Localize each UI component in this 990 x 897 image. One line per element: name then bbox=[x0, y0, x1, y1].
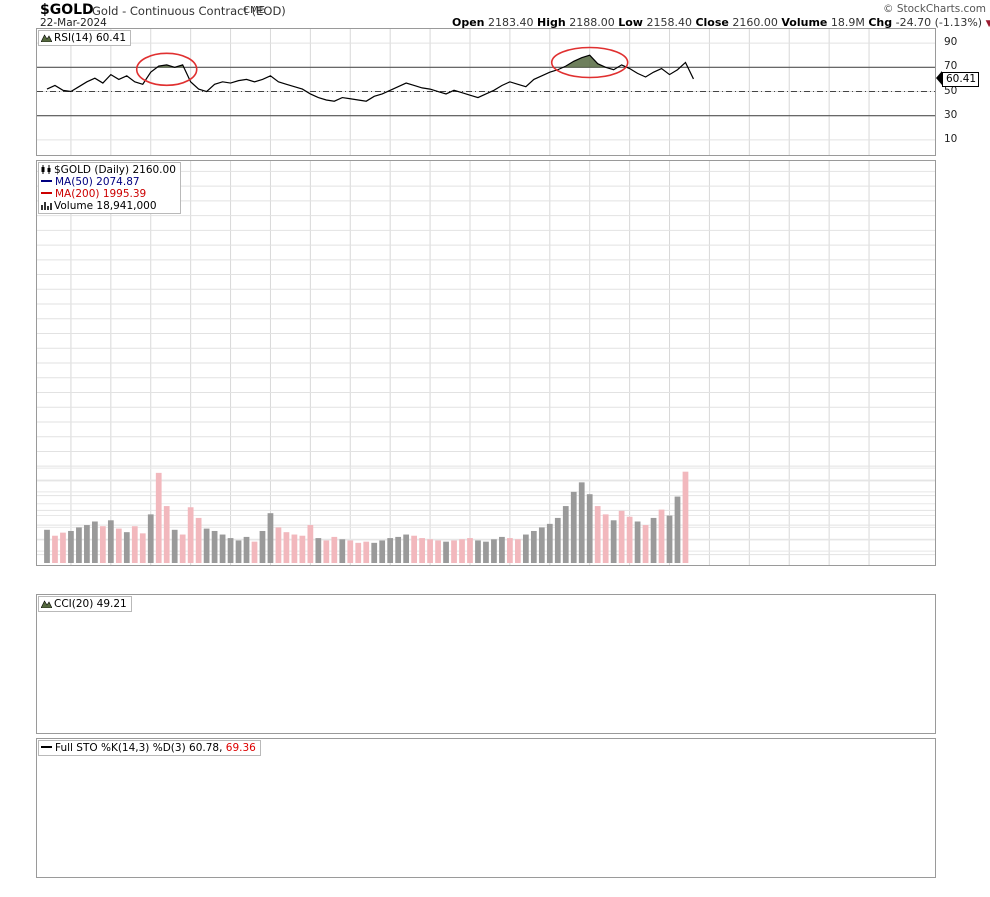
ma50-legend-line: MA(50) 2074.87 bbox=[41, 176, 176, 188]
low-label: Low bbox=[618, 16, 643, 29]
price-legend-text: $GOLD (Daily) 2160.00 bbox=[54, 164, 176, 176]
stochastic-plot bbox=[37, 739, 935, 877]
price-plot bbox=[37, 161, 935, 565]
rsi-ytick-50: 50 bbox=[944, 84, 958, 97]
mountain-icon bbox=[40, 33, 53, 43]
rsi-plot bbox=[37, 29, 935, 155]
price-panel bbox=[36, 160, 936, 566]
chg-down-arrow-icon: ▼ bbox=[985, 19, 990, 29]
rsi-ytick-10: 10 bbox=[944, 132, 958, 145]
chart-header: $GOLD Gold - Continuous Contract (EOD) C… bbox=[0, 0, 990, 29]
mountain-icon bbox=[40, 599, 53, 609]
stochastic-panel bbox=[36, 738, 936, 878]
exchange-label: CME bbox=[243, 5, 265, 16]
ma200-legend-line: MA(200) 1995.39 bbox=[41, 188, 176, 200]
price-legend: $GOLD (Daily) 2160.00 MA(50) 2074.87 MA(… bbox=[38, 162, 181, 214]
stochastic-legend: Full STO %K(14,3) %D(3) 60.78, 69.36 bbox=[38, 740, 261, 756]
rsi-legend: RSI(14) 60.41 bbox=[38, 30, 132, 46]
rsi-ytick-70: 70 bbox=[944, 60, 958, 73]
cci-legend: CCI(20) 49.21 bbox=[38, 596, 132, 612]
ma50-color-swatch bbox=[41, 180, 52, 182]
open-label: Open bbox=[452, 16, 485, 29]
rsi-ytick-90: 90 bbox=[944, 36, 958, 49]
symbol-description: Gold - Continuous Contract (EOD) bbox=[92, 4, 286, 18]
volume-legend-text: Volume 18,941,000 bbox=[54, 200, 157, 212]
candlestick-icon bbox=[41, 165, 52, 174]
rsi-panel bbox=[36, 28, 936, 156]
low-value: 2158.40 bbox=[646, 16, 692, 29]
volume-value: 18.9M bbox=[830, 16, 865, 29]
close-value: 2160.00 bbox=[732, 16, 778, 29]
symbol-ticker: $GOLD bbox=[40, 2, 94, 18]
ma50-legend-text: MA(50) 2074.87 bbox=[55, 176, 140, 188]
sto-k-color-swatch bbox=[41, 746, 52, 748]
close-label: Close bbox=[695, 16, 729, 29]
volume-bars-icon bbox=[41, 201, 52, 210]
ohlc-summary: Open 2183.40 High 2188.00 Low 2158.40 Cl… bbox=[452, 16, 990, 29]
volume-label: Volume bbox=[781, 16, 828, 29]
chart-date: 22-Mar-2024 bbox=[40, 17, 107, 29]
sto-d-value: 69.36 bbox=[225, 742, 256, 754]
chg-value: -24.70 (-1.13%) bbox=[895, 16, 983, 29]
ma200-legend-text: MA(200) 1995.39 bbox=[55, 188, 147, 200]
open-value: 2183.40 bbox=[488, 16, 534, 29]
rsi-value-flag-pointer bbox=[936, 70, 942, 85]
rsi-value-flag: 60.41 bbox=[942, 71, 980, 87]
cci-legend-text: CCI(20) 49.21 bbox=[54, 598, 127, 610]
rsi-ytick-30: 30 bbox=[944, 108, 958, 121]
cci-plot bbox=[37, 595, 935, 733]
stockcharts-credit: © StockCharts.com bbox=[883, 3, 986, 15]
price-legend-line: $GOLD (Daily) 2160.00 bbox=[41, 164, 176, 176]
chg-label: Chg bbox=[868, 16, 893, 29]
volume-legend-line: Volume 18,941,000 bbox=[41, 200, 176, 212]
sto-legend-text: Full STO %K(14,3) %D(3) 60.78, bbox=[55, 742, 223, 754]
high-label: High bbox=[537, 16, 566, 29]
ma200-color-swatch bbox=[41, 192, 52, 194]
rsi-legend-text: RSI(14) 60.41 bbox=[54, 32, 127, 44]
cci-panel bbox=[36, 594, 936, 734]
high-value: 2188.00 bbox=[569, 16, 615, 29]
